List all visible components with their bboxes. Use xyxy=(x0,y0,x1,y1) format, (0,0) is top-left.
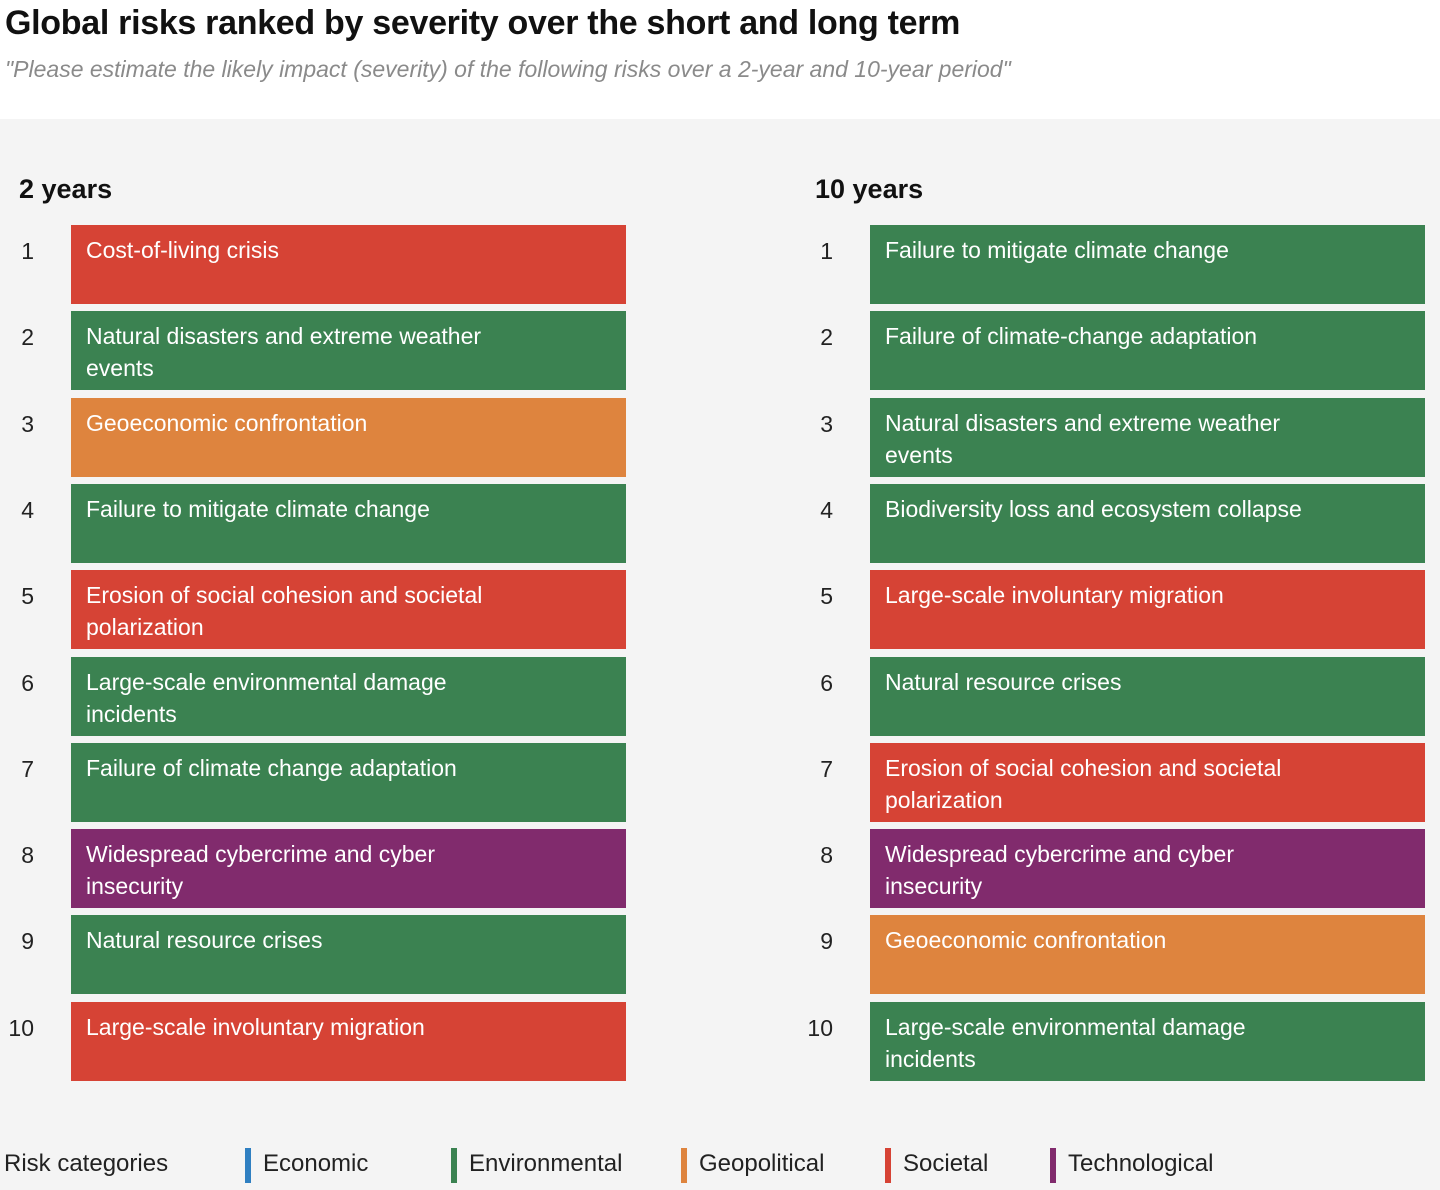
rank-number: 5 xyxy=(21,583,34,610)
legend-swatch xyxy=(245,1148,251,1183)
risk-label: Failure of climate-change adaptation xyxy=(885,323,1258,350)
column-heading-2-years: 2 years xyxy=(19,174,113,204)
risk-bar-geopolitical: Geoeconomic confrontation xyxy=(870,915,1425,995)
risk-label: Failure of climate change adaptation xyxy=(86,754,457,781)
legend-label: Environmental xyxy=(469,1150,623,1177)
risk-label: Large-scale involuntary migration xyxy=(86,1013,425,1040)
legend-title: Risk categories xyxy=(4,1150,169,1177)
risk-bar-environmental: Failure to mitigate climate change xyxy=(870,225,1425,304)
risk-bar-environmental: Failure of climate-change adaptation xyxy=(870,311,1425,391)
risk-bar-environmental: Natural resource crises xyxy=(71,915,626,995)
rank-number: 1 xyxy=(21,238,34,264)
risk-label: Erosion of social cohesion and societal … xyxy=(86,582,483,641)
risk-label: Widespread cybercrime and cyber insecuri… xyxy=(86,841,435,900)
risk-label: Widespread cybercrime and cyber insecuri… xyxy=(885,841,1234,900)
rank-number: 6 xyxy=(21,669,34,696)
risk-label: Cost-of-living crisis xyxy=(86,237,279,263)
risk-label: Large-scale environmental damage inciden… xyxy=(885,1013,1246,1072)
risk-label: Failure to mitigate climate change xyxy=(86,495,430,522)
risk-bar-geopolitical: Geoeconomic confrontation xyxy=(71,397,626,477)
risk-label: Large-scale involuntary migration xyxy=(885,582,1224,609)
legend-label: Economic xyxy=(263,1150,369,1177)
rank-number: 3 xyxy=(820,410,833,437)
rank-number: 1 xyxy=(820,238,833,264)
chart-title: Global risks ranked by severity over the… xyxy=(5,4,961,42)
risk-bar-technological: Widespread cybercrime and cyber insecuri… xyxy=(870,829,1425,909)
risk-bar-societal: Erosion of social cohesion and societal … xyxy=(870,742,1425,822)
risk-bar-environmental: Natural disasters and extreme weather ev… xyxy=(870,397,1425,477)
rank-number: 9 xyxy=(820,928,833,955)
legend-swatch xyxy=(451,1148,457,1183)
risk-label: Natural resource crises xyxy=(86,927,323,954)
risk-bar-environmental: Large-scale environmental damage inciden… xyxy=(71,656,626,736)
risk-label: Natural disasters and extreme weather ev… xyxy=(86,323,482,382)
risk-bar-technological: Widespread cybercrime and cyber insecuri… xyxy=(71,829,626,909)
rank-number: 7 xyxy=(21,755,34,782)
legend-swatch xyxy=(681,1148,687,1183)
rank-number: 9 xyxy=(21,928,34,955)
risk-bar-environmental: Natural disasters and extreme weather ev… xyxy=(71,311,626,391)
risk-bar-societal: Large-scale involuntary migration xyxy=(870,570,1425,650)
risk-label: Natural resource crises xyxy=(885,668,1122,695)
risk-bar-environmental: Failure of climate change adaptation xyxy=(71,742,626,822)
rank-number: 5 xyxy=(820,583,833,610)
chart-subtitle: "Please estimate the likely impact (seve… xyxy=(5,56,1011,82)
rank-number: 10 xyxy=(807,1014,833,1041)
risk-label: Geoeconomic confrontation xyxy=(885,927,1167,954)
rank-number: 6 xyxy=(820,669,833,696)
legend-label: Geopolitical xyxy=(699,1150,825,1177)
risk-label: Erosion of social cohesion and societal … xyxy=(885,754,1282,813)
legend-label: Societal xyxy=(903,1150,989,1177)
legend-label: Technological xyxy=(1068,1150,1214,1177)
legend-swatch xyxy=(1050,1148,1056,1183)
rank-number: 10 xyxy=(8,1014,34,1041)
rank-number: 7 xyxy=(820,755,833,782)
risk-label: Large-scale environmental damage inciden… xyxy=(86,668,447,727)
rank-number: 2 xyxy=(820,324,833,351)
risk-bar-environmental: Large-scale environmental damage inciden… xyxy=(870,1001,1425,1081)
risk-bar-societal: Cost-of-living crisis xyxy=(71,225,626,304)
rank-number: 2 xyxy=(21,324,34,351)
rank-number: 8 xyxy=(820,842,833,869)
risk-label: Geoeconomic confrontation xyxy=(86,409,368,436)
risk-bar-societal: Large-scale involuntary migration xyxy=(71,1001,626,1081)
column-heading-10-years: 10 years xyxy=(815,174,924,204)
legend-swatch xyxy=(885,1148,891,1183)
risk-label: Biodiversity loss and ecosystem collapse xyxy=(885,495,1302,522)
risk-label: Failure to mitigate climate change xyxy=(885,237,1229,263)
risk-label: Natural disasters and extreme weather ev… xyxy=(885,409,1281,468)
rank-number: 8 xyxy=(21,842,34,869)
risk-bar-environmental: Biodiversity loss and ecosystem collapse xyxy=(870,483,1425,563)
rank-number: 4 xyxy=(21,496,34,523)
risk-bar-societal: Erosion of social cohesion and societal … xyxy=(71,570,626,650)
rank-number: 4 xyxy=(820,496,833,523)
rank-number: 3 xyxy=(21,410,34,437)
risk-bar-environmental: Natural resource crises xyxy=(870,656,1425,736)
risk-bar-environmental: Failure to mitigate climate change xyxy=(71,483,626,563)
